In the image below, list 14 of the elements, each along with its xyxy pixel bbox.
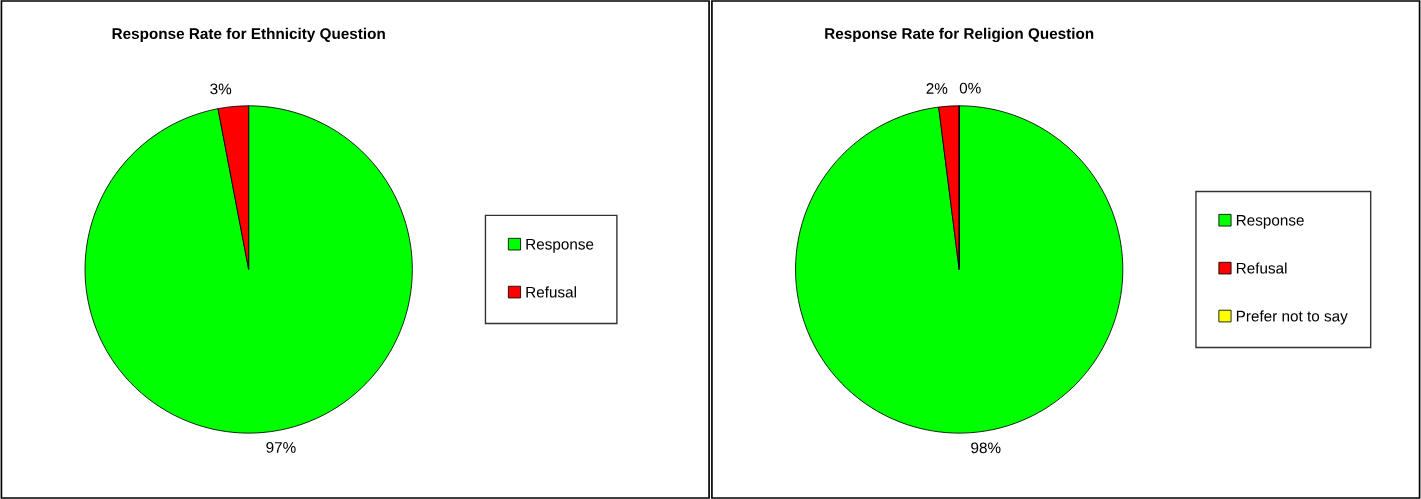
pie-slice bbox=[84, 105, 413, 434]
legend-label: Refusal bbox=[1236, 262, 1287, 274]
data-label: 98% bbox=[971, 442, 1001, 454]
data-label: 2% bbox=[926, 83, 948, 94]
data-label: 97% bbox=[266, 441, 296, 453]
data-label: 3% bbox=[210, 83, 232, 95]
pie-slice bbox=[795, 105, 1124, 434]
legend-label: Refusal bbox=[526, 286, 576, 298]
chart-title: Response Rate for Ethnicity Question bbox=[112, 27, 385, 43]
text: 0% bbox=[959, 82, 981, 94]
legend-label: Prefer not to say bbox=[1236, 310, 1348, 325]
legend-label: Response bbox=[526, 238, 594, 253]
chart-title: Response Rate for Religion Question bbox=[825, 27, 1094, 43]
legend-label: Response bbox=[1236, 215, 1304, 229]
